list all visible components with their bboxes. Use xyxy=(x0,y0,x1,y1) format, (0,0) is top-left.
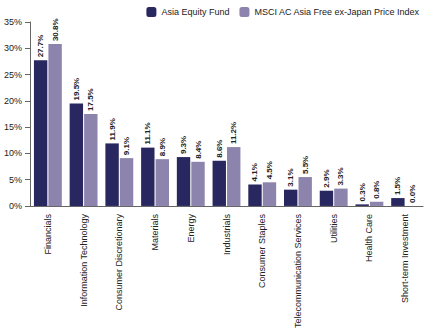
svg-text:Consumer Discretionary: Consumer Discretionary xyxy=(114,213,124,310)
svg-text:5%: 5% xyxy=(9,175,22,185)
svg-text:Telecommunication Services: Telecommunication Services xyxy=(293,213,303,328)
svg-text:11.2%: 11.2% xyxy=(229,122,238,144)
svg-text:4.5%: 4.5% xyxy=(265,161,274,179)
svg-text:19.5%: 19.5% xyxy=(72,78,81,101)
svg-text:25%: 25% xyxy=(4,70,22,80)
svg-text:Information Technology: Information Technology xyxy=(79,213,89,306)
svg-text:11.1%: 11.1% xyxy=(143,122,152,144)
svg-text:9.3%: 9.3% xyxy=(179,136,188,154)
svg-text:15%: 15% xyxy=(4,122,22,132)
svg-text:5.5%: 5.5% xyxy=(301,156,310,174)
svg-text:Materials: Materials xyxy=(150,213,160,250)
svg-text:Asia Equity Fund: Asia Equity Fund xyxy=(161,7,229,17)
svg-text:30%: 30% xyxy=(4,43,22,53)
svg-text:2.9%: 2.9% xyxy=(322,169,331,187)
svg-text:Financials: Financials xyxy=(43,213,53,254)
svg-text:20%: 20% xyxy=(4,96,22,106)
svg-text:MSCI AC Asia Free ex-Japan Pri: MSCI AC Asia Free ex-Japan Price Index xyxy=(254,7,419,17)
svg-text:Utilities: Utilities xyxy=(329,213,339,243)
svg-text:3.3%: 3.3% xyxy=(336,167,345,185)
svg-text:8.9%: 8.9% xyxy=(158,138,167,156)
svg-text:8.6%: 8.6% xyxy=(215,140,224,158)
svg-text:35%: 35% xyxy=(4,17,22,27)
svg-text:0.3%: 0.3% xyxy=(358,183,367,201)
svg-text:9.1%: 9.1% xyxy=(122,137,131,155)
svg-text:0.8%: 0.8% xyxy=(372,181,381,199)
svg-text:11.9%: 11.9% xyxy=(108,118,117,140)
svg-text:17.5%: 17.5% xyxy=(86,88,95,111)
svg-text:8.4%: 8.4% xyxy=(194,141,203,159)
svg-text:Consumer Staples: Consumer Staples xyxy=(257,213,267,288)
svg-text:10%: 10% xyxy=(4,148,22,158)
svg-text:Short-term Investment: Short-term Investment xyxy=(400,213,410,303)
svg-text:1.5%: 1.5% xyxy=(393,177,402,195)
svg-text:30.8%: 30.8% xyxy=(51,18,60,41)
svg-text:0%: 0% xyxy=(9,201,22,211)
svg-text:4.1%: 4.1% xyxy=(250,163,259,181)
svg-text:27.7%: 27.7% xyxy=(36,35,45,58)
svg-text:Industrials: Industrials xyxy=(222,213,232,255)
svg-text:Energy: Energy xyxy=(186,213,196,242)
svg-text:3.1%: 3.1% xyxy=(286,168,295,186)
svg-text:0.0%: 0.0% xyxy=(408,185,417,203)
svg-text:Health Care: Health Care xyxy=(364,214,374,262)
